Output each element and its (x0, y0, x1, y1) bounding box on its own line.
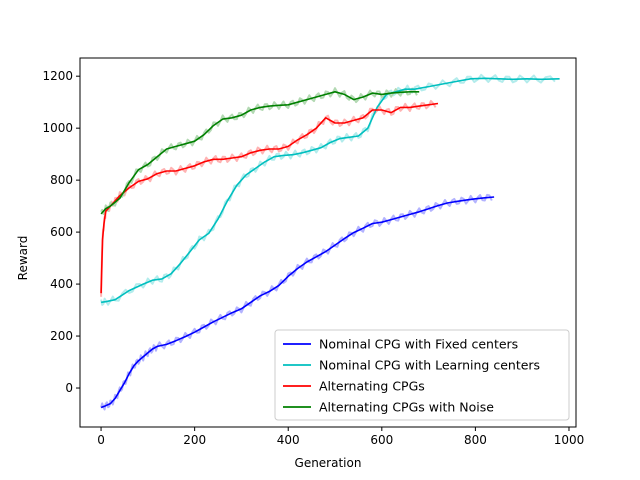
series-line (100, 196, 495, 409)
legend-entry: Nominal CPG with Learning centers (319, 358, 540, 373)
y-tick-label: 200 (50, 329, 73, 343)
y-axis-label: Reward (16, 236, 30, 281)
series-raw-line (100, 193, 493, 411)
x-tick-label: 800 (464, 433, 487, 447)
y-tick-label: 1000 (42, 121, 73, 135)
x-tick-label: 1000 (554, 433, 585, 447)
y-tick-label: 1200 (42, 69, 73, 83)
series-raw-line (100, 87, 418, 216)
legend: Nominal CPG with Fixed centers Nominal CP… (274, 329, 570, 421)
plot-frame (79, 57, 577, 428)
x-tick-label: 600 (370, 433, 393, 447)
x-tick-label: 400 (277, 433, 300, 447)
x-tick-label: 0 (97, 433, 105, 447)
series-line (100, 102, 439, 294)
smoothed-series-layer (100, 77, 560, 409)
legend-box (274, 329, 570, 421)
legend-entry: Alternating CPGs with Noise (319, 400, 494, 415)
x-axis-ticks: 0 200 400 600 800 1000 (97, 427, 584, 447)
legend-entry: Alternating CPGs (319, 379, 425, 394)
y-tick-label: 800 (50, 173, 73, 187)
y-tick-label: 400 (50, 277, 73, 291)
x-axis-label: Generation (295, 456, 362, 470)
y-tick-label: 0 (65, 381, 73, 395)
series-line (100, 77, 560, 304)
x-tick-label: 200 (183, 433, 206, 447)
y-axis-ticks: 0 200 400 600 800 1000 1200 (42, 69, 80, 395)
legend-entry: Nominal CPG with Fixed centers (319, 337, 518, 352)
series-line (100, 91, 420, 215)
y-tick-label: 600 (50, 225, 73, 239)
